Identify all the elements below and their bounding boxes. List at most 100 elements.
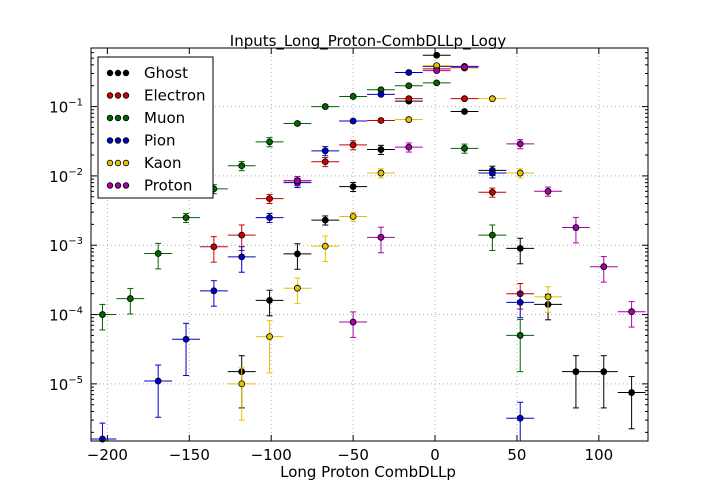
data-point-electron bbox=[339, 140, 368, 151]
marker bbox=[461, 144, 468, 152]
marker bbox=[238, 380, 246, 388]
data-point-pion bbox=[227, 246, 256, 273]
legend-marker bbox=[106, 182, 114, 189]
marker bbox=[405, 82, 413, 90]
data-point-pion bbox=[506, 401, 535, 442]
data-point-pion bbox=[367, 90, 395, 98]
marker bbox=[321, 103, 329, 110]
marker bbox=[628, 389, 636, 396]
marker bbox=[321, 147, 329, 155]
marker bbox=[600, 263, 608, 271]
data-point-ghost bbox=[311, 215, 340, 226]
data-point-proton bbox=[339, 311, 368, 338]
marker bbox=[544, 187, 552, 195]
data-point-electron bbox=[394, 95, 423, 103]
legend-marker bbox=[106, 69, 114, 77]
data-point-kaon bbox=[367, 168, 395, 179]
marker bbox=[377, 117, 385, 124]
legend-marker bbox=[122, 69, 130, 77]
legend-marker bbox=[114, 159, 122, 167]
data-point-kaon bbox=[506, 168, 535, 179]
legend-entry-pion: Pion bbox=[106, 132, 176, 150]
x-tick-label: 100 bbox=[585, 446, 614, 464]
legend-marker bbox=[122, 159, 130, 167]
marker bbox=[210, 243, 218, 251]
data-point-electron bbox=[478, 187, 507, 198]
marker bbox=[461, 108, 468, 115]
legend-marker bbox=[122, 92, 130, 99]
data-point-electron bbox=[199, 236, 228, 263]
marker bbox=[461, 95, 468, 103]
legend-marker bbox=[114, 182, 122, 189]
y-tick-label: 10−5 bbox=[49, 375, 83, 394]
data-point-proton bbox=[589, 256, 618, 283]
marker bbox=[488, 169, 496, 177]
data-point-ghost bbox=[422, 51, 451, 59]
data-point-kaon bbox=[478, 95, 507, 103]
marker bbox=[572, 224, 580, 231]
legend-label: Electron bbox=[144, 87, 206, 105]
data-point-ghost bbox=[367, 144, 395, 155]
marker bbox=[516, 169, 524, 177]
marker bbox=[294, 120, 301, 127]
x-tick-label: −200 bbox=[87, 446, 128, 464]
data-point-muon bbox=[227, 161, 256, 172]
marker bbox=[349, 117, 357, 125]
marker bbox=[210, 287, 218, 295]
legend-marker bbox=[114, 137, 122, 144]
data-point-muon bbox=[91, 303, 117, 331]
data-point-kaon bbox=[311, 235, 340, 263]
marker bbox=[433, 67, 441, 75]
data-point-kaon bbox=[339, 211, 368, 222]
data-point-muon bbox=[478, 224, 507, 251]
data-point-proton bbox=[534, 186, 562, 197]
y-tick-label: 10−1 bbox=[49, 98, 83, 117]
data-point-ghost bbox=[589, 355, 618, 409]
marker bbox=[238, 162, 246, 170]
marker bbox=[433, 79, 441, 87]
marker bbox=[266, 333, 273, 341]
data-point-electron bbox=[450, 95, 479, 103]
marker bbox=[99, 311, 106, 318]
marker bbox=[488, 231, 496, 239]
legend-marker bbox=[106, 114, 114, 122]
data-point-muon bbox=[255, 137, 284, 148]
marker bbox=[516, 332, 524, 339]
marker bbox=[154, 250, 162, 257]
marker bbox=[182, 335, 190, 343]
data-point-pion bbox=[172, 322, 200, 377]
data-point-ghost bbox=[506, 237, 535, 265]
legend-label: Kaon bbox=[144, 154, 181, 172]
marker bbox=[238, 231, 246, 239]
marker bbox=[405, 95, 413, 103]
legend-marker bbox=[106, 137, 114, 144]
data-point-proton bbox=[367, 226, 395, 254]
legend: Ghost Electron Muon Pion Kaon Proton bbox=[97, 56, 214, 199]
chart-title: Inputs_Long_Proton-CombDLLp_Logy bbox=[230, 32, 507, 51]
marker bbox=[461, 63, 468, 71]
data-point-muon bbox=[394, 82, 423, 90]
legend-box bbox=[97, 56, 214, 199]
data-point-muon bbox=[339, 93, 368, 100]
legend-marker bbox=[114, 114, 122, 122]
data-point-proton bbox=[394, 142, 423, 153]
marker bbox=[628, 308, 636, 316]
marker bbox=[405, 69, 413, 76]
legend-entry-electron: Electron bbox=[106, 87, 206, 105]
marker bbox=[294, 250, 301, 258]
legend-label: Muon bbox=[144, 109, 185, 127]
x-tick-label: 0 bbox=[430, 446, 440, 464]
data-point-ghost bbox=[339, 181, 368, 193]
legend-label: Pion bbox=[144, 132, 176, 150]
y-tick-label: 10−2 bbox=[49, 167, 83, 186]
data-point-muon bbox=[172, 212, 200, 224]
legend-marker bbox=[122, 137, 130, 144]
marker bbox=[321, 158, 329, 166]
marker bbox=[349, 213, 357, 220]
marker bbox=[154, 377, 162, 385]
marker bbox=[377, 169, 385, 177]
marker bbox=[294, 284, 301, 292]
data-point-pion bbox=[478, 168, 507, 179]
data-point-pion bbox=[199, 280, 228, 307]
